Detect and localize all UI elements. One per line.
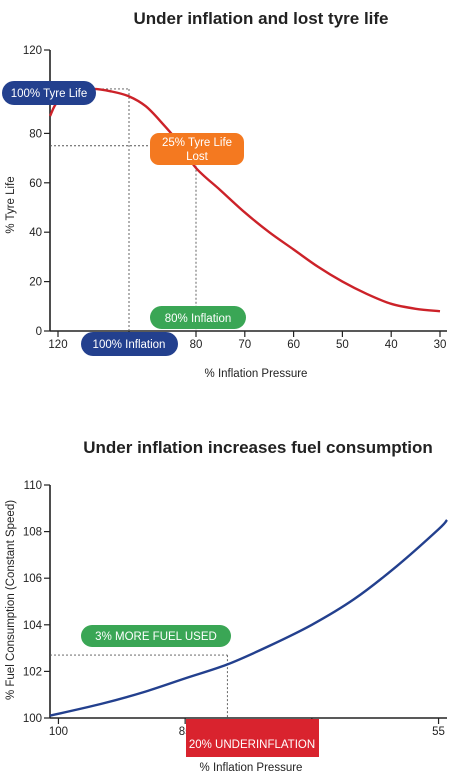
annotation-20-underinflation-bg (186, 719, 319, 757)
chart-1-title: Under inflation and lost tyre life (133, 9, 388, 28)
annotation-3-more-fuel-used-text: 3% MORE FUEL USED (95, 631, 217, 643)
chart-1-x-tick-label: 40 (385, 339, 398, 351)
annotation-100-inflation: 100% Inflation (81, 332, 178, 356)
chart-2-y-label: % Fuel Consumption (Constant Speed) (5, 500, 17, 700)
annotation-100-tyre-life-bg (2, 81, 96, 105)
chart-2-series-line (49, 519, 448, 717)
chart-1-x-tick-label: 60 (287, 339, 300, 351)
chart-2-y-tick-label: 100 (23, 713, 42, 725)
tyre-life-chart: Under inflation and lost tyre life 120 80… (2, 9, 447, 380)
chart-1-y-tick-label: 40 (29, 227, 42, 239)
chart-2-y-tick-label: 110 (24, 480, 42, 492)
annotation-100-inflation-bg (81, 332, 178, 356)
chart-1-x-tick-label: 120 (48, 339, 67, 351)
annotation-80-inflation-bg (150, 306, 246, 329)
annotation-25-tyre-life-lost: 25% Tyre Life Lost (150, 133, 244, 165)
annotation-3-more-fuel-used: 3% MORE FUEL USED (81, 625, 231, 647)
chart-1-x-label: % Inflation Pressure (205, 368, 308, 380)
chart-2-y-tick-label: 102 (23, 666, 42, 678)
chart-2-y-tick-label: 108 (23, 527, 42, 539)
chart-1-guides (50, 88, 197, 331)
chart-1-y-tick-label: 120 (23, 45, 42, 57)
chart-1-series-line (48, 87, 441, 313)
annotation-25-tyre-life-lost-line1: 25% Tyre Life (162, 137, 232, 149)
chart-1-x-tick-label: 80 (190, 339, 203, 351)
annotation-100-inflation-text: 100% Inflation (93, 339, 166, 351)
chart-2-x-tick-label: 100 (49, 726, 68, 738)
annotation-20-underinflation-text: 20% UNDERINFLATION (189, 739, 315, 751)
chart-2-guides (50, 654, 228, 718)
annotation-25-tyre-life-lost-bg (150, 133, 244, 165)
chart-1-y-tick-label: 20 (29, 277, 42, 289)
chart-2-x-label: % Inflation Pressure (200, 762, 303, 774)
annotation-25-tyre-life-lost-line2: Lost (186, 151, 209, 163)
annotation-20-underinflation: 20% UNDERINFLATION (186, 719, 319, 757)
chart-2-y-tick-label: 104 (23, 620, 43, 632)
annotation-100-tyre-life: 100% Tyre Life (2, 81, 96, 105)
chart-1-y-tick-label: 60 (29, 178, 42, 190)
chart-2-ticks: 100857055100102104106108110 (23, 480, 445, 738)
fuel-consumption-chart: Under inflation increases fuel consumpti… (5, 438, 448, 774)
chart-2-x-tick-label: 55 (432, 726, 445, 738)
chart-1-ticks: 120 80 70 60 50 40 30 0 20 40 60 80 120 (23, 45, 447, 351)
chart-2-title: Under inflation increases fuel consumpti… (83, 438, 433, 457)
annotation-3-more-fuel-used-bg (81, 625, 231, 647)
chart-1-x-tick-label: 70 (238, 339, 251, 351)
annotation-80-inflation: 80% Inflation (150, 306, 246, 329)
annotation-100-tyre-life-text: 100% Tyre Life (11, 88, 88, 100)
chart-1-x-tick-label: 50 (336, 339, 349, 351)
chart-1-y-label: % Tyre Life (5, 176, 17, 233)
chart-2-y-tick-label: 106 (23, 573, 42, 585)
annotation-80-inflation-text: 80% Inflation (165, 313, 232, 325)
chart-1-y-tick-label: 0 (36, 326, 42, 338)
chart-1-x-tick-label: 30 (434, 339, 447, 351)
chart-1-y-tick-label: 80 (29, 128, 42, 140)
